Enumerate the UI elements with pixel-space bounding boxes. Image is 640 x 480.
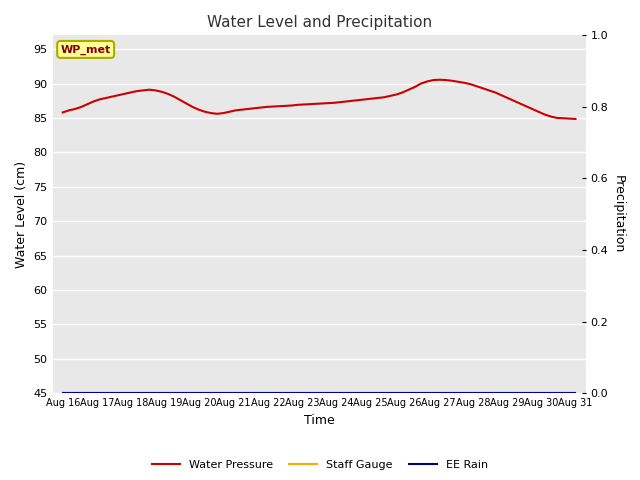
Water Pressure [65,108,73,113]
Water Pressure [454,79,462,84]
Staff Gauge [65,390,73,396]
Water Pressure [90,98,97,104]
Staff Gauge [572,390,579,396]
Text: WP_met: WP_met [61,44,111,55]
Staff Gauge [59,390,67,396]
Staff Gauge [287,390,295,396]
EE Rain [287,390,295,396]
EE Rain [59,390,67,396]
Water Pressure [287,103,295,108]
Water Pressure [436,77,444,83]
Staff Gauge [90,390,97,396]
Staff Gauge [312,390,320,396]
Y-axis label: Precipitation: Precipitation [612,175,625,253]
Staff Gauge [448,390,456,396]
Water Pressure [479,85,486,91]
Y-axis label: Water Level (cm): Water Level (cm) [15,161,28,268]
EE Rain [448,390,456,396]
EE Rain [312,390,320,396]
Title: Water Level and Precipitation: Water Level and Precipitation [207,15,432,30]
EE Rain [473,390,481,396]
X-axis label: Time: Time [304,414,335,427]
EE Rain [572,390,579,396]
EE Rain [65,390,73,396]
Water Pressure [572,116,579,122]
Water Pressure [312,101,320,107]
Legend: Water Pressure, Staff Gauge, EE Rain: Water Pressure, Staff Gauge, EE Rain [147,456,493,474]
EE Rain [90,390,97,396]
Line: Water Pressure: Water Pressure [63,80,575,119]
Staff Gauge [473,390,481,396]
Water Pressure [59,109,67,115]
